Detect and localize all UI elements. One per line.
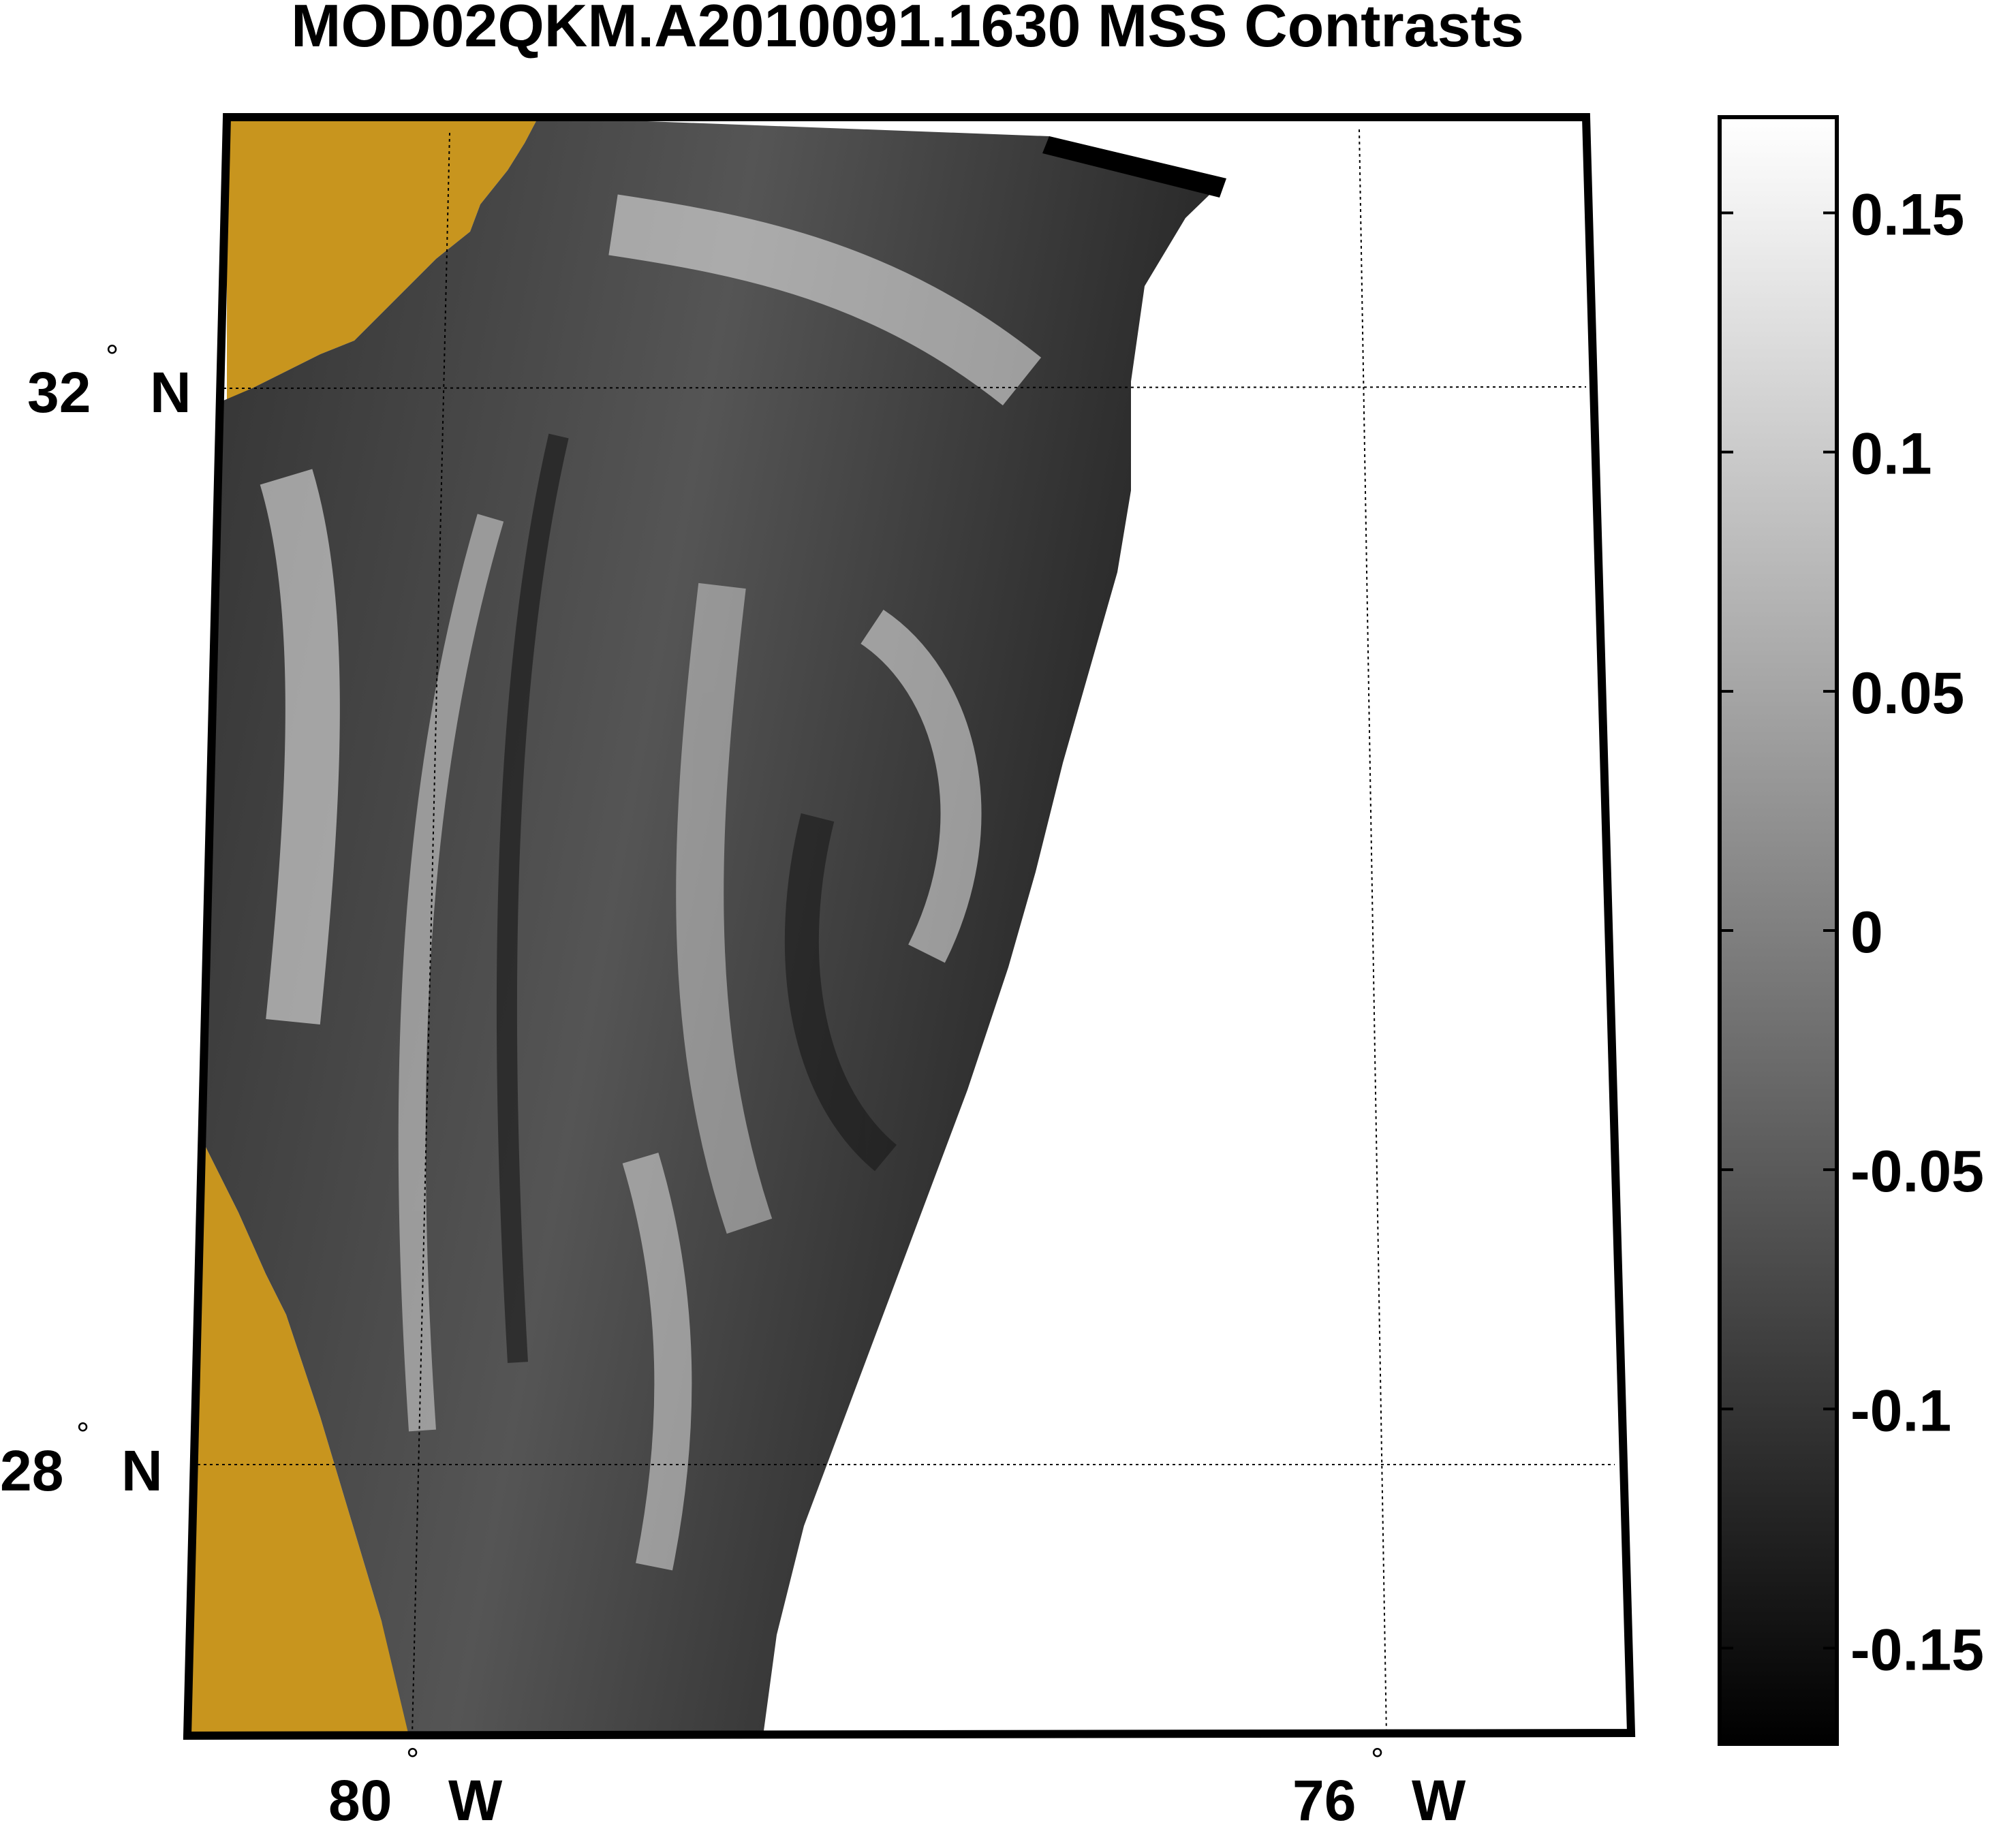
colorbar-tick-label: -0.15 [1850, 1618, 1984, 1683]
map-frame [183, 113, 1636, 1740]
colorbar-tick-label: -0.05 [1850, 1139, 1984, 1204]
svg-text:°: ° [406, 1742, 419, 1779]
latitude-label-32n: 32 ° N [27, 339, 191, 424]
svg-text:°: ° [76, 1417, 89, 1453]
colorbar-gradient [1720, 117, 1837, 1744]
graticule-lat-32 [223, 386, 1587, 389]
colorbar-tick-label: 0.05 [1850, 661, 1964, 726]
land-florida-coast [187, 1144, 409, 1736]
figure-title: MOD02QKM.A2010091.1630 MSS Contrasts [291, 0, 1524, 59]
svg-text:32: 32 [27, 360, 91, 424]
swath-texture [260, 194, 1042, 1571]
svg-text:76: 76 [1292, 1768, 1356, 1829]
colorbar-tick-label: -0.1 [1850, 1378, 1951, 1443]
svg-text:28: 28 [0, 1439, 63, 1503]
svg-text:W: W [1412, 1768, 1466, 1829]
svg-text:°: ° [1371, 1742, 1384, 1779]
latitude-label-28n: 28 ° N [0, 1417, 163, 1503]
map-panel [183, 113, 1636, 1740]
svg-text:W: W [448, 1768, 503, 1829]
colorbar-tick-label: 0.15 [1850, 182, 1964, 247]
colorbar-tick-label: 0 [1850, 900, 1883, 965]
svg-text:N: N [121, 1439, 163, 1503]
svg-text:80: 80 [328, 1768, 392, 1829]
svg-text:°: ° [106, 339, 119, 375]
land-north-coast [227, 117, 538, 409]
longitude-label-76w: 76 ° W [1292, 1742, 1466, 1829]
graticule-lon-76 [1359, 129, 1387, 1736]
colorbar: 0.15 0.1 0.05 0 -0.05 -0.1 -0.15 [1718, 115, 1984, 1746]
colorbar-tick-label: 0.1 [1850, 422, 1932, 487]
svg-text:N: N [150, 360, 191, 424]
longitude-label-80w: 80 ° W [328, 1742, 503, 1829]
graticule [198, 129, 1615, 1736]
swath-edge-band [1042, 136, 1226, 198]
